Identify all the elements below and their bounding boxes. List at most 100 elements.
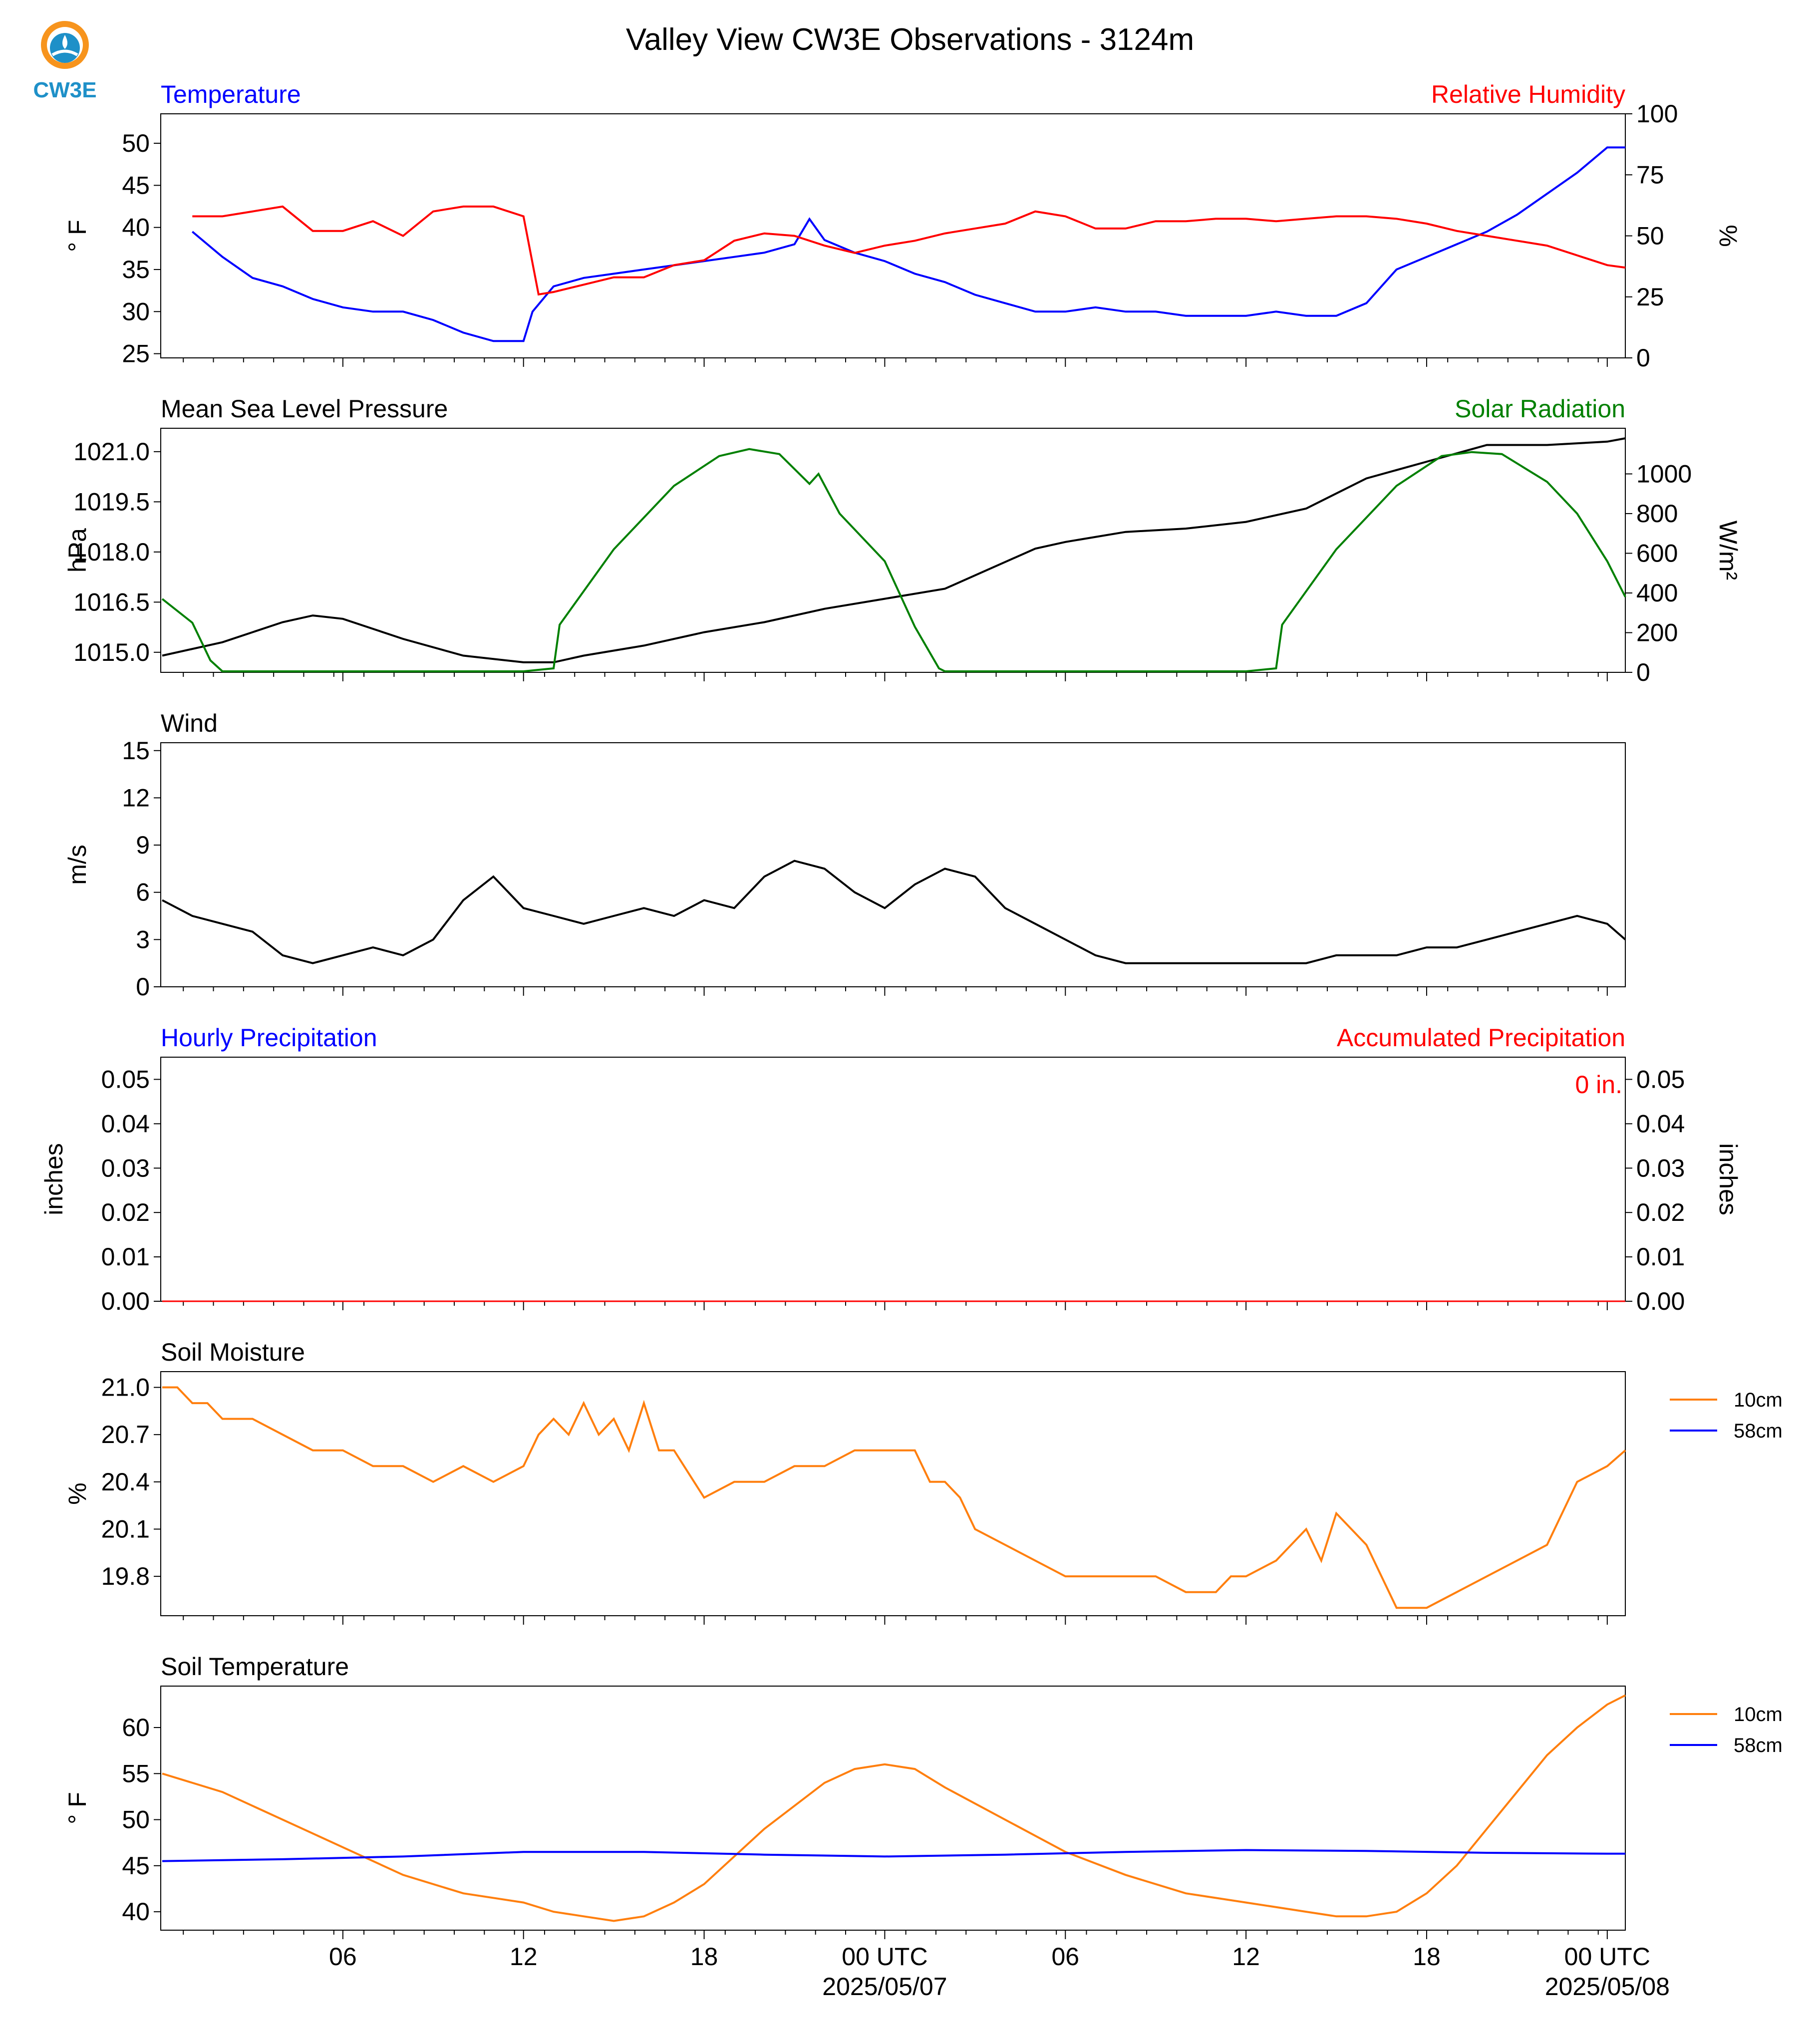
plot-frame bbox=[160, 742, 1626, 987]
legend-label: 10cm bbox=[1734, 1704, 1783, 1726]
y-tick-label-left: 0.04 bbox=[101, 1110, 150, 1138]
y-tick-label-left: 20.1 bbox=[101, 1515, 150, 1543]
y-tick-label-left: 19.8 bbox=[101, 1562, 150, 1590]
y-tick-label-left: 9 bbox=[136, 831, 150, 859]
y-tick-label-left: 0.03 bbox=[101, 1154, 150, 1182]
x-date-label: 2025/05/07 bbox=[822, 1973, 947, 2001]
x-tick-label: 00 UTC bbox=[842, 1943, 927, 1971]
y-tick-label-left: 1018.0 bbox=[73, 538, 150, 566]
y-tick-label-left: 40 bbox=[122, 214, 150, 242]
y-tick-label-left: 40 bbox=[122, 1898, 150, 1926]
panel-title-left: Hourly Precipitation bbox=[161, 1024, 377, 1052]
y-tick-label-right: 1000 bbox=[1636, 460, 1692, 488]
x-tick-label: 06 bbox=[329, 1943, 357, 1971]
y-axis-label-left: % bbox=[63, 1482, 91, 1504]
logo-text: CW3E bbox=[33, 78, 96, 102]
x-tick-label: 00 UTC bbox=[1564, 1943, 1650, 1971]
accumulated-precip-annotation: 0 in. bbox=[1575, 1071, 1622, 1099]
panel-pressure: Mean Sea Level Pressure Solar Radiation 10… bbox=[63, 395, 1742, 686]
y-axis-label-right: % bbox=[1714, 225, 1742, 247]
y-axis-label-left: ° F bbox=[63, 1792, 91, 1824]
y-tick-label-left: 55 bbox=[122, 1759, 150, 1787]
y-tick-label-left: 1016.5 bbox=[73, 588, 150, 616]
plot-frame bbox=[160, 1686, 1626, 1931]
panel-title-left: Soil Temperature bbox=[161, 1653, 349, 1681]
plot-frame bbox=[160, 428, 1626, 673]
y-tick-label-left: 50 bbox=[122, 1806, 150, 1834]
panel-title-left: Mean Sea Level Pressure bbox=[161, 395, 448, 423]
x-tick-label: 06 bbox=[1051, 1943, 1079, 1971]
y-tick-label-right: 0 bbox=[1636, 344, 1650, 372]
panel-precip: Hourly Precipitation Accumulated Precipit… bbox=[40, 1024, 1742, 1315]
panels-group: Temperature Relative Humidity 25 30 35 40 45 50… bbox=[40, 80, 1783, 2001]
y-axis-label-right: W/m² bbox=[1714, 521, 1742, 580]
temperature-line bbox=[192, 146, 1625, 342]
y-axis-label-right: inches bbox=[1714, 1143, 1742, 1215]
legend-label: 58cm bbox=[1734, 1735, 1783, 1756]
x-tick-label: 18 bbox=[1413, 1943, 1441, 1971]
y-axis-label-left: hPa bbox=[63, 528, 91, 573]
y-tick-label-left: 1019.5 bbox=[73, 488, 150, 516]
panel-title-right: Solar Radiation bbox=[1455, 395, 1625, 423]
relative-humidity-line bbox=[192, 205, 1626, 296]
panel-soil_temp: Soil Temperature 40 45 50 55 60 ° F 10cm 58cm bbox=[63, 1653, 1783, 1939]
y-tick-label-left: 20.7 bbox=[101, 1421, 150, 1449]
y-tick-label-left: 0.01 bbox=[101, 1243, 150, 1271]
y-tick-label-right: 600 bbox=[1636, 539, 1678, 567]
soil-10cm-line bbox=[162, 1694, 1626, 1922]
y-tick-label-right: 0.05 bbox=[1636, 1065, 1685, 1093]
y-tick-label-left: 0.05 bbox=[101, 1065, 150, 1093]
y-tick-label-right: 25 bbox=[1636, 283, 1664, 311]
plot-frame bbox=[160, 113, 1626, 358]
y-tick-label-right: 0.04 bbox=[1636, 1110, 1685, 1138]
y-tick-label-right: 0.03 bbox=[1636, 1154, 1685, 1182]
y-tick-label-right: 0.01 bbox=[1636, 1243, 1685, 1271]
y-tick-label-left: 1021.0 bbox=[73, 438, 150, 466]
y-tick-label-left: 0.00 bbox=[101, 1287, 150, 1315]
panel-title-left: Wind bbox=[161, 709, 218, 737]
y-tick-label-left: 60 bbox=[122, 1714, 150, 1741]
legend-label: 10cm bbox=[1734, 1389, 1783, 1411]
y-tick-label-left: 0.02 bbox=[101, 1198, 150, 1226]
panel-title-right: Accumulated Precipitation bbox=[1337, 1024, 1625, 1052]
y-tick-label-left: 1015.0 bbox=[73, 638, 150, 666]
y-tick-label-left: 15 bbox=[122, 737, 150, 765]
y-tick-label-right: 0 bbox=[1636, 658, 1650, 686]
pressure-line bbox=[162, 437, 1626, 663]
y-tick-label-left: 12 bbox=[122, 784, 150, 812]
plot-frame bbox=[160, 1057, 1626, 1302]
y-tick-label-left: 30 bbox=[122, 297, 150, 325]
panel-title-left: Temperature bbox=[161, 80, 301, 108]
panel-title-right: Relative Humidity bbox=[1431, 80, 1625, 108]
panel-wind: Wind 0 3 6 9 12 15 m/s bbox=[63, 709, 1626, 1001]
x-tick-label: 18 bbox=[690, 1943, 718, 1971]
x-tick-label: 12 bbox=[510, 1943, 538, 1971]
y-tick-label-left: 35 bbox=[122, 256, 150, 284]
soil-10cm-line bbox=[162, 1386, 1626, 1609]
y-tick-label-left: 6 bbox=[136, 878, 150, 906]
y-tick-label-right: 0.02 bbox=[1636, 1198, 1685, 1226]
panel-temp: Temperature Relative Humidity 25 30 35 40 45 50… bbox=[63, 80, 1742, 372]
y-tick-label-left: 21.0 bbox=[101, 1374, 150, 1402]
y-tick-label-left: 25 bbox=[122, 340, 150, 368]
solar-radiation-line bbox=[161, 448, 1626, 672]
y-axis-label-left: inches bbox=[40, 1143, 68, 1215]
panel-title-left: Soil Moisture bbox=[161, 1338, 305, 1366]
y-tick-label-right: 800 bbox=[1636, 500, 1678, 528]
y-tick-label-right: 200 bbox=[1636, 618, 1678, 646]
y-axis-label-left: m/s bbox=[63, 845, 91, 885]
wind-speed-line bbox=[162, 860, 1626, 964]
y-tick-label-right: 100 bbox=[1636, 100, 1678, 128]
y-tick-label-right: 50 bbox=[1636, 222, 1664, 250]
x-date-label: 2025/05/08 bbox=[1545, 1973, 1670, 2001]
y-tick-label-right: 75 bbox=[1636, 161, 1664, 189]
y-tick-label-right: 0.00 bbox=[1636, 1287, 1685, 1315]
plot-frame bbox=[160, 1371, 1626, 1616]
y-tick-label-left: 20.4 bbox=[101, 1468, 150, 1496]
cw3e-logo: CW3E bbox=[33, 21, 97, 102]
y-tick-label-left: 0 bbox=[136, 973, 150, 1001]
panel-soil_moisture: Soil Moisture 19.8 20.1 20.4 20.7 21.0% 10cm 58… bbox=[63, 1338, 1783, 1625]
y-tick-label-left: 45 bbox=[122, 1852, 150, 1880]
figure-title: Valley View CW3E Observations - 3124m bbox=[626, 22, 1194, 57]
